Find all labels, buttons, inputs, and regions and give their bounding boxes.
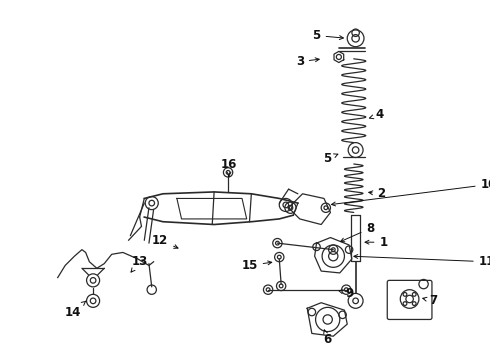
Text: 3: 3 bbox=[295, 55, 319, 68]
Text: 8: 8 bbox=[341, 222, 375, 242]
Text: 5: 5 bbox=[323, 152, 338, 165]
Text: 11: 11 bbox=[354, 255, 490, 268]
Text: 4: 4 bbox=[369, 108, 384, 121]
Text: 5: 5 bbox=[313, 29, 343, 42]
Text: 16: 16 bbox=[221, 158, 237, 176]
Text: 1: 1 bbox=[365, 236, 388, 249]
Text: 12: 12 bbox=[152, 234, 178, 248]
Text: 6: 6 bbox=[323, 330, 332, 346]
Text: 2: 2 bbox=[369, 187, 386, 200]
Text: 7: 7 bbox=[423, 294, 438, 307]
Text: 13: 13 bbox=[131, 255, 148, 272]
Text: 15: 15 bbox=[241, 259, 272, 272]
Text: 14: 14 bbox=[64, 301, 86, 319]
Text: 10: 10 bbox=[332, 178, 490, 206]
Text: 9: 9 bbox=[339, 287, 353, 300]
